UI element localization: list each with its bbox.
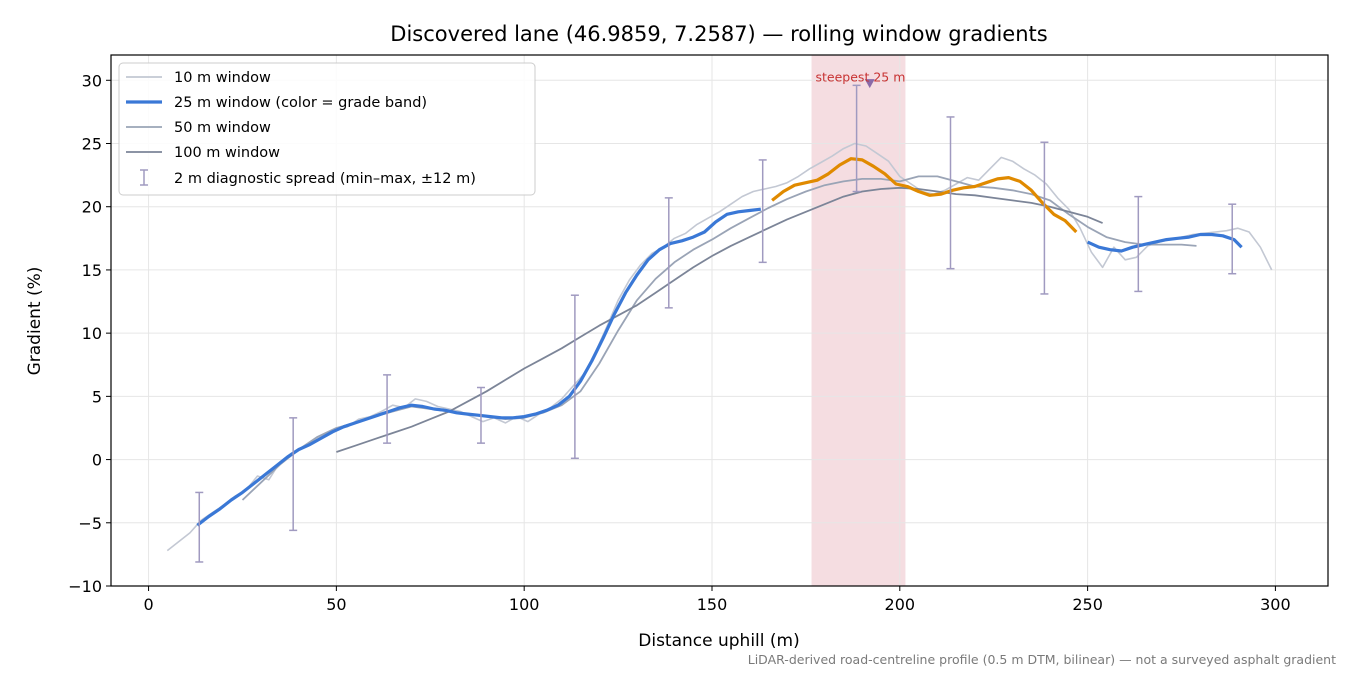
y-tick-label: 30 — [82, 71, 102, 90]
series-25m-line-high — [1086, 232, 1243, 253]
error-bar — [289, 417, 298, 532]
y-tick-label: 15 — [82, 261, 102, 280]
legend-swatch-error-bar — [140, 169, 148, 186]
series-100m-line — [336, 186, 1103, 453]
error-bar — [195, 491, 204, 563]
legend-label-50m: 50 m window — [174, 120, 271, 136]
legend-label-error-bar: 2 m diagnostic spread (min–max, ±12 m) — [174, 171, 476, 187]
steepest-window-shade — [811, 55, 906, 586]
x-tick-label: 100 — [509, 595, 540, 614]
error-bar — [1228, 203, 1237, 275]
x-tick-label: 0 — [143, 595, 153, 614]
y-tick-label: 20 — [82, 198, 102, 217]
y-tick-label: 10 — [82, 324, 102, 343]
chart-title: Discovered lane (46.9859, 7.2587) — roll… — [390, 22, 1047, 46]
error-bar — [852, 84, 861, 193]
error-bar — [664, 197, 673, 309]
axes-frame — [110, 54, 1329, 587]
legend-label-100m: 100 m window — [174, 145, 280, 161]
y-axis-label: Gradient (%) — [25, 267, 45, 376]
series-25m-line-steep — [771, 157, 1078, 234]
y-tick-label: 0 — [92, 451, 102, 470]
x-tick-label: 300 — [1260, 595, 1291, 614]
error-bar — [383, 374, 392, 444]
series-50m-line — [241, 175, 1197, 501]
footnote: LiDAR-derived road-centreline profile (0… — [748, 652, 1336, 667]
error-bar — [570, 294, 579, 460]
x-tick-label: 250 — [1072, 595, 1103, 614]
steepest-marker — [864, 79, 875, 89]
error-bar — [1040, 141, 1049, 295]
legend-label-25m: 25 m window (color = grade band) — [174, 95, 427, 111]
legend-label-10m: 10 m window — [174, 70, 271, 86]
legend-frame — [118, 62, 536, 196]
error-bar — [1134, 195, 1143, 293]
y-tick-label: 5 — [92, 387, 102, 406]
plot-area: steepest 25 m 0 50 100 150 200 250 300 −10 −5 0 5 10… — [68, 54, 1329, 614]
error-bar — [946, 116, 955, 270]
series-25m-line-low — [196, 207, 761, 527]
x-tick-label: 200 — [885, 595, 916, 614]
x-tick-label: 50 — [326, 595, 346, 614]
error-bar — [476, 386, 485, 444]
error-bar — [758, 159, 767, 264]
x-tick-label: 150 — [697, 595, 728, 614]
y-tick-label: −10 — [68, 577, 102, 596]
x-axis-label: Distance uphill (m) — [638, 631, 799, 651]
legend: 10 m window 25 m window (color = grade b… — [118, 62, 536, 196]
y-tick-label: 25 — [82, 135, 102, 154]
steepest-label: steepest 25 m — [816, 69, 906, 84]
y-tick-label: −5 — [78, 514, 102, 533]
